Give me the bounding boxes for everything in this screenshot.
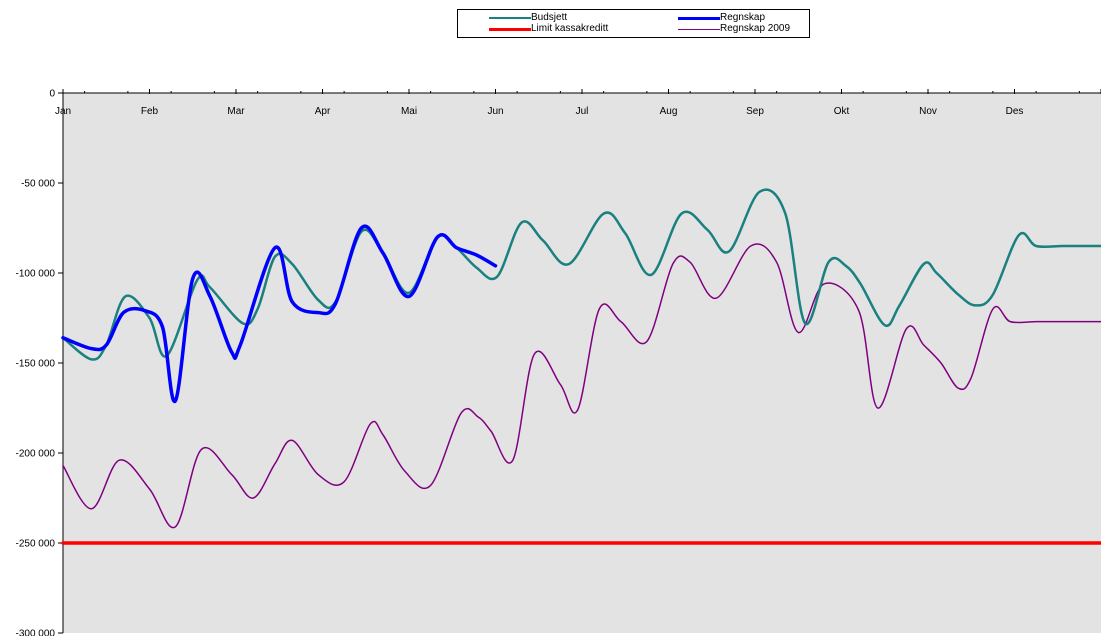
x-tick-label: Aug (660, 106, 678, 117)
legend-swatch-limit (489, 28, 531, 31)
x-tick-label: Apr (315, 106, 331, 117)
plot-area (63, 93, 1101, 633)
x-tick-label: Jul (576, 106, 589, 117)
y-tick-label: -50 000 (21, 179, 55, 190)
x-tick-label: Okt (834, 106, 850, 117)
legend-label-regnskap: Regnskap (720, 12, 766, 23)
legend-label-limit: Limit kassakreditt (531, 23, 609, 34)
x-tick-label: Des (1006, 106, 1024, 117)
x-tick-label: Mar (227, 106, 245, 117)
x-tick-label: Sep (746, 106, 764, 117)
legend-swatch-regnskap (678, 17, 720, 20)
x-tick-label: Feb (141, 106, 159, 117)
legend-swatch-regnskap-2009 (678, 29, 720, 30)
legend-label-regnskap-2009: Regnskap 2009 (720, 23, 791, 34)
series-line-regnskap (61, 224, 498, 403)
x-axis: Jan Feb Mar Apr Mai Jun Jul Aug Sep Okt Nov Des (55, 89, 1101, 117)
series-line-budsjett (61, 188, 1101, 361)
x-tick-label: Mai (401, 106, 417, 117)
y-tick-label: 0 (49, 89, 55, 100)
y-axis: 0 -50 000 -100 000 -150 000 -200 000 -250 000… (16, 89, 64, 636)
series-layer (61, 188, 1101, 545)
legend: Budsjett Regnskap Limit kassakreditt Reg… (457, 9, 810, 38)
x-tick-label: Jun (487, 106, 503, 117)
y-tick-label: -300 000 (16, 629, 56, 636)
legend-label-budsjett: Budsjett (531, 12, 568, 23)
y-tick-label: -250 000 (16, 539, 56, 550)
y-tick-label: -150 000 (16, 359, 56, 370)
x-tick-label: Nov (919, 106, 937, 117)
series-line-regnskap-2009 (62, 243, 1101, 529)
x-tick-label: Jan (55, 106, 71, 117)
y-tick-label: -200 000 (16, 449, 56, 460)
legend-swatch-budsjett (489, 17, 531, 19)
y-tick-label: -100 000 (16, 269, 56, 280)
